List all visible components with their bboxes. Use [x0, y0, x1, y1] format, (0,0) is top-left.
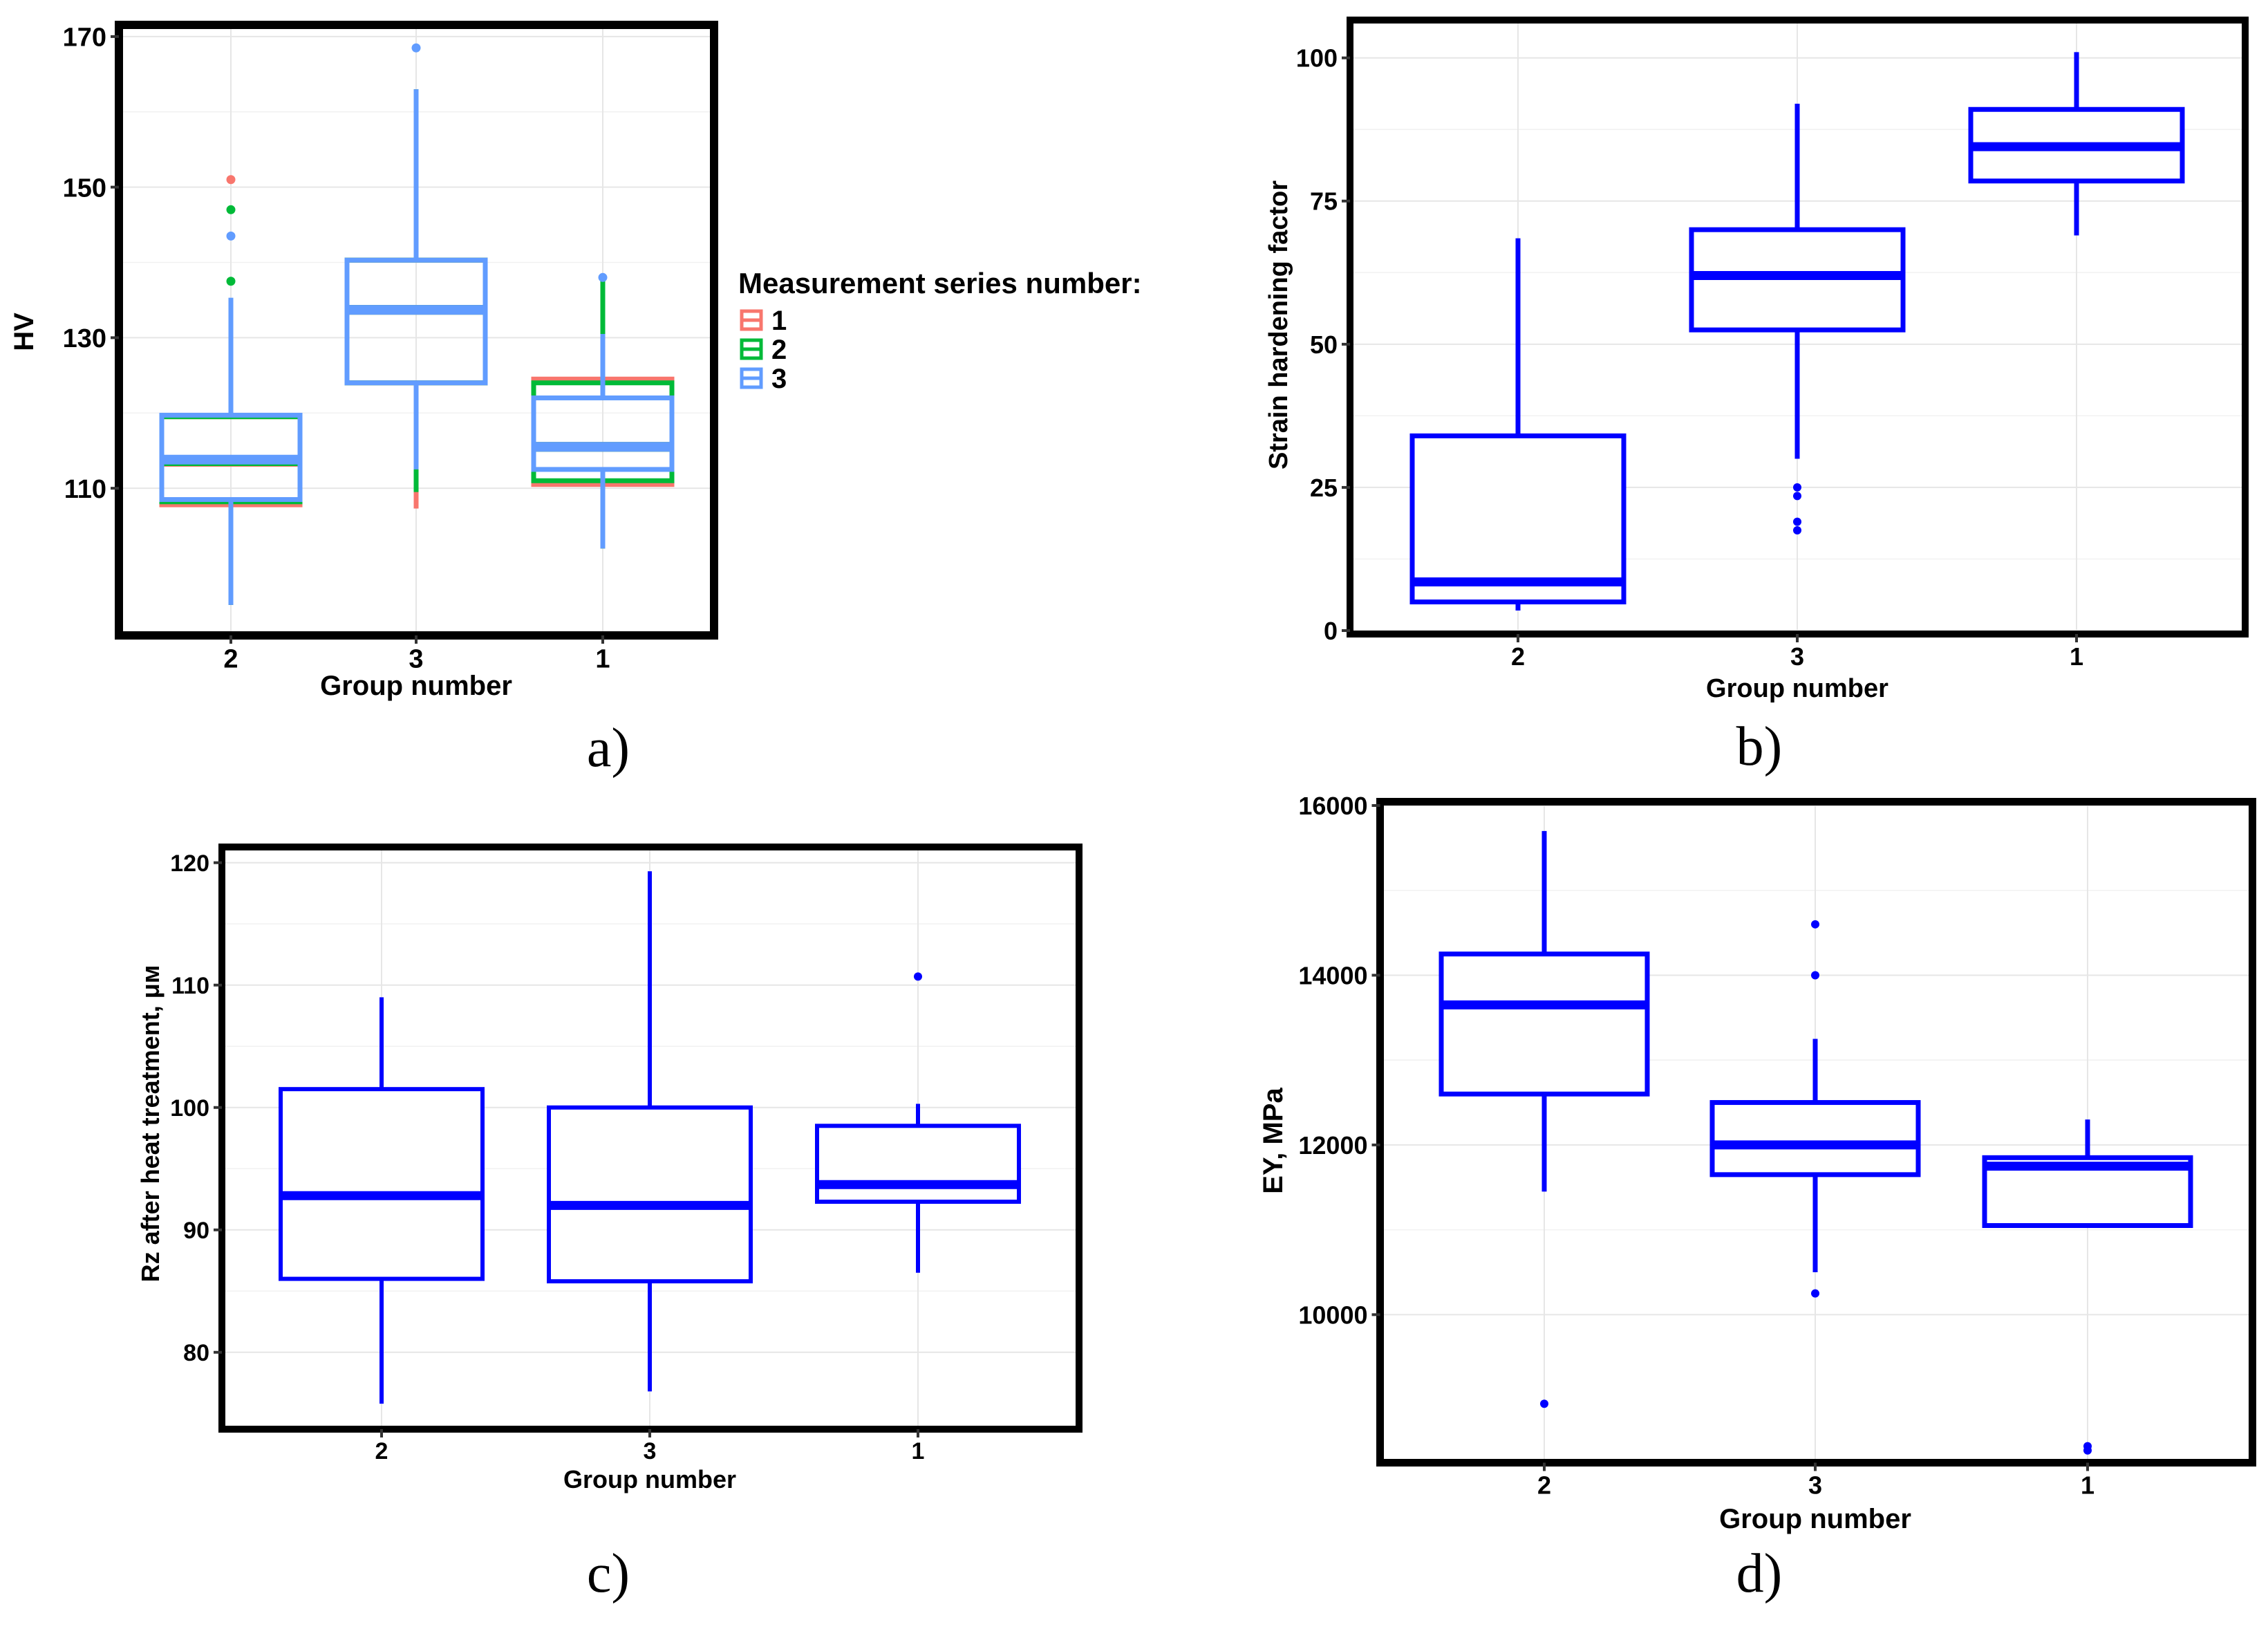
outlier-point	[914, 972, 922, 981]
y-tick-label: 90	[183, 1218, 209, 1244]
y-tick-label: 80	[183, 1340, 209, 1366]
y-axis-title: Strain hardening factor	[1264, 180, 1293, 469]
x-axis-title: Group number	[563, 1465, 736, 1493]
y-tick-label: 150	[63, 174, 106, 203]
box-a-group-3-series-3	[344, 43, 488, 469]
outlier-point	[1793, 492, 1801, 501]
box-b-group-2	[1409, 238, 1627, 611]
x-tick-label: 3	[409, 644, 423, 673]
box-iqr	[279, 1087, 485, 1281]
chart-panel-b: 0 25 50 75 100 2 3 1 Group number Strain hardenin…	[1264, 17, 2249, 777]
y-tick-label: 170	[63, 24, 106, 53]
x-tick-label: 2	[375, 1438, 388, 1464]
box-b-group-3	[1689, 103, 1906, 535]
legend-title: Measurement series number:	[738, 267, 1142, 299]
y-tick-label: 0	[1324, 617, 1338, 645]
box-b-group-1	[1968, 52, 2185, 236]
box-iqr	[1409, 433, 1627, 605]
legend-label: 1	[771, 306, 787, 336]
legend-label: 2	[771, 335, 787, 365]
legend-key-series-1: 1	[740, 306, 787, 336]
box-a-group-1-series-3	[531, 272, 675, 549]
outlier-point	[1793, 483, 1801, 492]
outlier-point	[2083, 1446, 2092, 1455]
x-axis-title: Group number	[1706, 674, 1889, 703]
outlier-point	[226, 277, 236, 286]
outlier-point	[226, 205, 236, 214]
x-tick-label: 1	[2081, 1471, 2094, 1499]
panel-label: a)	[587, 718, 630, 779]
legend-key-series-3: 3	[740, 364, 787, 394]
x-tick-label: 2	[1537, 1471, 1551, 1499]
box-iqr	[531, 395, 675, 472]
y-tick-label: 16000	[1298, 792, 1367, 820]
outlier-point	[598, 272, 608, 282]
y-axis-title: HV	[9, 313, 39, 351]
outlier-point	[1811, 1289, 1819, 1298]
box-c-group-3	[547, 871, 753, 1392]
y-tick-label: 75	[1310, 187, 1338, 216]
y-tick-label: 110	[171, 973, 209, 999]
panel-label: c)	[587, 1543, 630, 1604]
x-axis-title: Group number	[320, 671, 512, 701]
outlier-point	[1811, 920, 1819, 929]
x-axis-title: Group number	[1719, 1504, 1911, 1534]
y-tick-label: 120	[170, 850, 209, 877]
y-tick-label: 14000	[1298, 961, 1367, 989]
box-iqr	[1709, 1100, 1921, 1177]
y-axis-title: EY, MPa	[1258, 1088, 1288, 1194]
y-tick-label: 110	[64, 475, 106, 504]
box-d-group-3	[1709, 920, 1921, 1298]
y-tick-label: 12000	[1298, 1131, 1367, 1160]
y-tick-label: 100	[1296, 44, 1338, 73]
outlier-point	[411, 43, 421, 53]
outlier-point	[1811, 971, 1819, 980]
panel-label: d)	[1736, 1543, 1783, 1604]
x-tick-label: 3	[1790, 642, 1804, 671]
y-tick-label: 50	[1310, 331, 1338, 359]
chart-panel-c: 80 90 100 110 120 2 3 1 Group number Rz after hea…	[136, 844, 1083, 1604]
box-iqr	[547, 1105, 753, 1284]
legend: Measurement series number: 123	[738, 267, 1142, 394]
box-c-group-1	[815, 972, 1021, 1273]
x-tick-label: 1	[595, 644, 610, 673]
outlier-point	[226, 231, 236, 241]
y-tick-label: 100	[170, 1095, 209, 1121]
y-tick-label: 130	[63, 324, 106, 353]
x-tick-label: 2	[1511, 642, 1525, 671]
x-tick-label: 3	[644, 1438, 657, 1464]
legend-label: 3	[771, 364, 787, 394]
y-axis-title: Rz after heat treatment, μм	[136, 965, 165, 1283]
box-c-group-2	[279, 997, 485, 1404]
box-iqr	[1438, 951, 1650, 1097]
panel-label: b)	[1736, 716, 1783, 777]
box-iqr	[815, 1124, 1021, 1204]
outlier-point	[226, 175, 236, 185]
outlier-point	[1793, 526, 1801, 535]
box-a-group-2-series-3	[159, 231, 303, 605]
x-tick-label: 1	[2070, 642, 2083, 671]
y-tick-label: 25	[1310, 474, 1338, 502]
box-d-group-1	[1982, 1119, 2193, 1455]
x-tick-label: 2	[223, 644, 238, 673]
x-tick-label: 1	[912, 1438, 925, 1464]
outlier-point	[1793, 517, 1801, 526]
legend-key-series-2: 2	[740, 335, 787, 365]
box-d-group-2	[1438, 830, 1650, 1408]
outlier-point	[1540, 1399, 1548, 1408]
box-iqr	[344, 257, 488, 386]
chart-panel-d: 10000 12000 14000 16000 2 3 1 Group number EY, M…	[1258, 792, 2256, 1604]
x-tick-label: 3	[1808, 1471, 1822, 1499]
y-tick-label: 10000	[1298, 1301, 1367, 1329]
